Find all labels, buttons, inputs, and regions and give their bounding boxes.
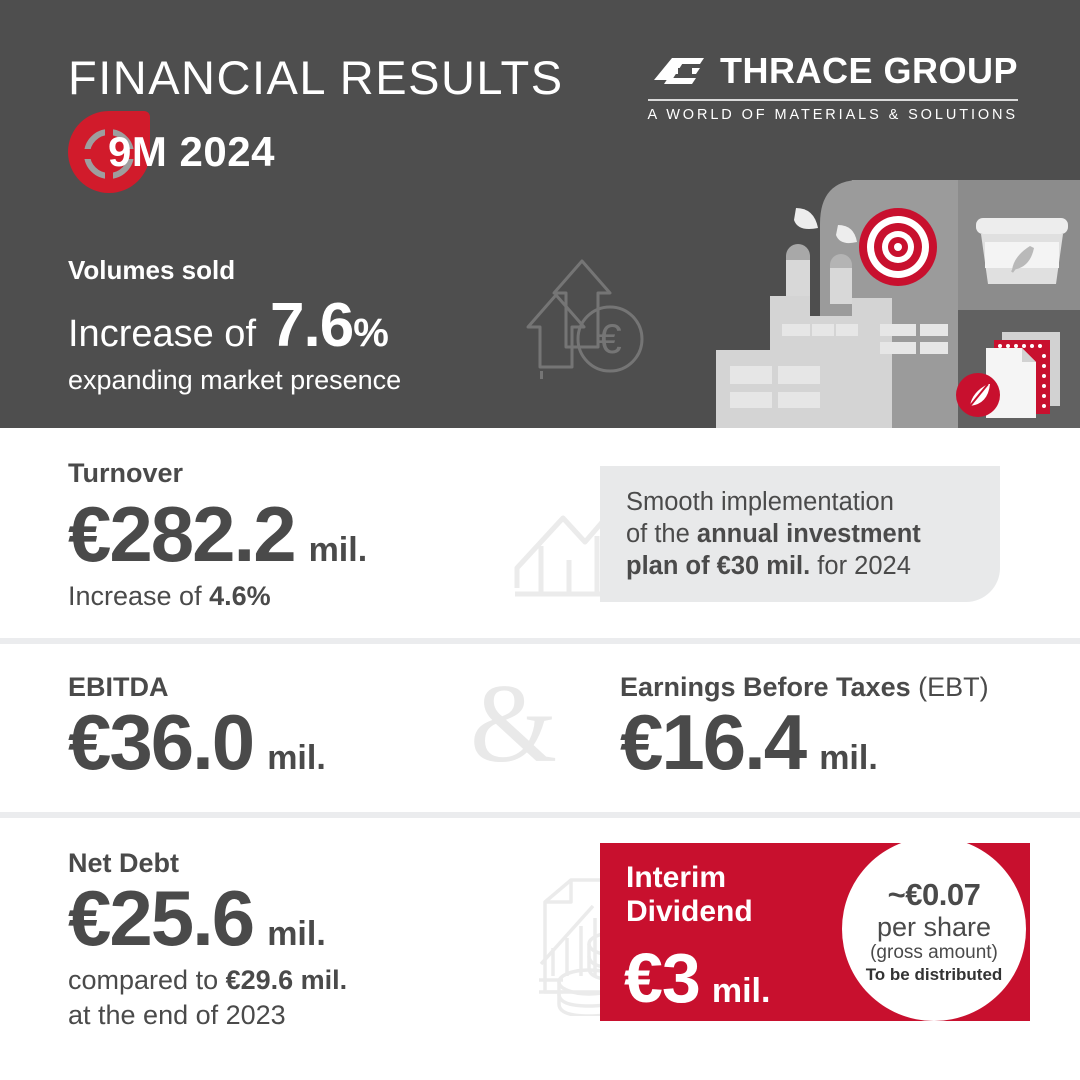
ebt-unit: mil. — [819, 739, 878, 777]
logo-tagline: A WORLD OF MATERIALS & SOLUTIONS — [647, 107, 1018, 123]
target-icon — [859, 208, 937, 286]
net-debt-sub-value: €29.6 mil. — [225, 965, 348, 995]
logo-divider-rule — [647, 99, 1018, 101]
dividend-value: €3 — [624, 939, 701, 1017]
header-illustration — [700, 180, 1080, 428]
per-share-gross-note: (gross amount) — [870, 941, 998, 963]
period-label: 9M 2024 — [108, 128, 275, 175]
ebitda-label: EBITDA — [68, 672, 169, 702]
volumes-sold-figure: Increase of 7.6 % — [68, 290, 401, 361]
thrace-logo-mark-icon — [653, 58, 704, 84]
turnover-section: Turnover €282.2 mil. Increase of 4.6% — [68, 458, 643, 612]
net-debt-subtitle: compared to €29.6 mil. at the end of 202… — [68, 963, 347, 1033]
logo-wordmark: THRACE GROUP — [719, 50, 1018, 91]
per-share-distribution-note: To be distributed — [865, 964, 1003, 984]
turnover-value: €282.2 — [68, 490, 297, 578]
net-debt-unit: mil. — [267, 915, 326, 953]
turnover-sub-prefix: Increase of — [68, 581, 210, 611]
volumes-increase-prefix: Increase of — [68, 313, 256, 355]
ebt-label-bold: Earnings Before Taxes — [620, 672, 911, 702]
period-block: 9M 2024 — [68, 111, 275, 193]
ebt-value: €16.4 — [620, 698, 807, 786]
callout-line3-bold: plan of €30 mil. — [626, 552, 811, 581]
per-share-circle: ~€0.07 per share (gross amount) To be di… — [842, 843, 1026, 1021]
volumes-sold-label: Volumes sold — [68, 255, 236, 285]
volumes-percent-sign: % — [353, 311, 389, 355]
turnover-label: Turnover — [68, 458, 184, 488]
turnover-unit: mil. — [308, 531, 368, 569]
logo-row: THRACE GROUP — [648, 50, 1019, 92]
dividend-unit: mil. — [711, 972, 771, 1010]
ampersand-decoration: & — [470, 662, 558, 786]
ebt-figure: €16.4 mil. — [620, 703, 989, 781]
divider-2 — [0, 812, 1080, 818]
ebitda-section: EBITDA €36.0 mil. — [68, 672, 326, 781]
investment-plan-callout: Smooth implementation of the annual inve… — [600, 466, 1000, 602]
net-debt-label: Net Debt — [68, 848, 180, 878]
dividend-label: Interim Dividend — [626, 861, 753, 928]
period-badge-icon — [68, 111, 150, 193]
net-debt-section: Net Debt €25.6 mil. compared to €29.6 mi… — [68, 848, 651, 1033]
callout-text: Smooth implementation of the annual inve… — [626, 486, 974, 582]
net-debt-figure: €25.6 mil. — [68, 879, 347, 957]
header-banner: FINANCIAL RESULTS 9M 2024 THRACE GROUP A… — [0, 0, 1080, 428]
divider-1 — [0, 638, 1080, 644]
ebt-section: Earnings Before Taxes (EBT) €16.4 mil. — [620, 672, 989, 781]
callout-line2-plain: of the — [626, 520, 697, 549]
net-debt-value: €25.6 — [68, 874, 255, 962]
container-icon — [976, 218, 1068, 284]
dividend-label-line2: Dividend — [626, 894, 753, 928]
volumes-subtitle: expanding market presence — [68, 365, 402, 395]
net-debt-sub-prefix: compared to — [68, 965, 226, 995]
callout-line1: Smooth implementation — [626, 488, 894, 516]
ebt-label: Earnings Before Taxes (EBT) — [620, 672, 989, 703]
svg-text:€: € — [598, 315, 621, 362]
volumes-sold-block: Volumes sold Increase of 7.6 % expanding… — [68, 255, 644, 396]
per-share-label: per share — [876, 911, 992, 942]
interim-dividend-card: Interim Dividend €3 mil. ~€0.07 per shar… — [600, 843, 1030, 1021]
growth-arrows-euro-icon: € — [526, 259, 644, 379]
leaf-badge-icon — [956, 373, 1000, 417]
ebt-label-abbrev: (EBT) — [910, 672, 989, 702]
callout-line2-bold: annual investment — [696, 520, 921, 549]
dividend-label-line1: Interim — [626, 861, 727, 894]
turnover-figure: €282.2 mil. — [68, 495, 367, 573]
brand-logo: THRACE GROUP A WORLD OF MATERIALS & SOLU… — [647, 50, 1019, 123]
callout-line3-plain: for 2024 — [810, 552, 911, 581]
turnover-subtitle: Increase of 4.6% — [68, 581, 367, 612]
ebitda-unit: mil. — [267, 739, 326, 777]
volumes-increase-value: 7.6 — [270, 291, 354, 360]
turnover-sub-value: 4.6% — [209, 581, 271, 611]
page-title: FINANCIAL RESULTS — [68, 51, 564, 104]
ebitda-figure: €36.0 mil. — [68, 703, 326, 781]
ebitda-value: €36.0 — [68, 698, 255, 786]
net-debt-sub-line2: at the end of 2023 — [68, 1000, 286, 1031]
dividend-figure: €3 mil. — [624, 943, 770, 1013]
per-share-amount: ~€0.07 — [887, 877, 981, 913]
